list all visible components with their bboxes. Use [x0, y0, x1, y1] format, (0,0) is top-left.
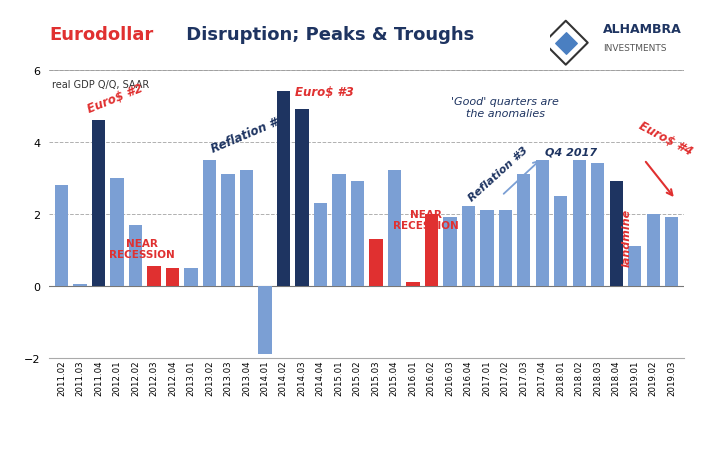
Bar [258, 286, 271, 354]
Bar [73, 285, 87, 286]
Bar [203, 160, 216, 286]
Bar [388, 171, 401, 286]
Text: Q4 2017: Q4 2017 [545, 147, 597, 157]
Text: Euro$ #4: Euro$ #4 [637, 119, 694, 158]
Text: Disruption; Peaks & Troughs: Disruption; Peaks & Troughs [180, 25, 474, 44]
Text: NEAR
RECESSION: NEAR RECESSION [109, 238, 175, 259]
Bar [166, 268, 179, 286]
Point [560, 40, 572, 47]
Bar [517, 175, 530, 286]
Text: Euro$ #3: Euro$ #3 [295, 86, 353, 99]
Bar [536, 160, 549, 286]
Bar [129, 225, 142, 286]
Bar [498, 211, 512, 286]
Bar [276, 92, 290, 286]
Bar [110, 178, 123, 286]
Text: 'Good' quarters are
the anomalies: 'Good' quarters are the anomalies [451, 97, 559, 119]
Bar [332, 175, 345, 286]
Bar [406, 283, 419, 286]
Bar [369, 240, 383, 286]
Bar [572, 160, 586, 286]
Bar [240, 171, 253, 286]
Bar [147, 266, 161, 286]
Bar [55, 185, 68, 286]
Bar [314, 203, 327, 286]
Bar [591, 164, 604, 286]
Bar [480, 211, 493, 286]
Text: Eurodollar: Eurodollar [49, 25, 154, 44]
Bar [462, 207, 475, 286]
Bar [350, 182, 364, 286]
Text: INVESTMENTS: INVESTMENTS [603, 44, 666, 53]
Text: Euro$ #2: Euro$ #2 [85, 81, 145, 115]
Bar [646, 214, 660, 286]
Text: NEAR
RECESSION: NEAR RECESSION [393, 210, 459, 230]
Bar [610, 182, 623, 286]
Bar [295, 110, 309, 286]
Bar [628, 246, 642, 286]
Text: Reflation #2: Reflation #2 [209, 112, 288, 155]
Bar [221, 175, 235, 286]
Bar [665, 218, 678, 286]
Text: real GDP Q/Q, SAAR: real GDP Q/Q, SAAR [52, 79, 149, 90]
Bar [443, 218, 457, 286]
Bar [184, 268, 197, 286]
Text: Reflation #3: Reflation #3 [467, 146, 529, 203]
Text: landmine: landmine [622, 208, 632, 266]
Bar [424, 214, 438, 286]
Bar [92, 121, 105, 286]
Bar [554, 196, 568, 286]
Point [560, 40, 572, 47]
Text: ALHAMBRA: ALHAMBRA [603, 23, 682, 36]
